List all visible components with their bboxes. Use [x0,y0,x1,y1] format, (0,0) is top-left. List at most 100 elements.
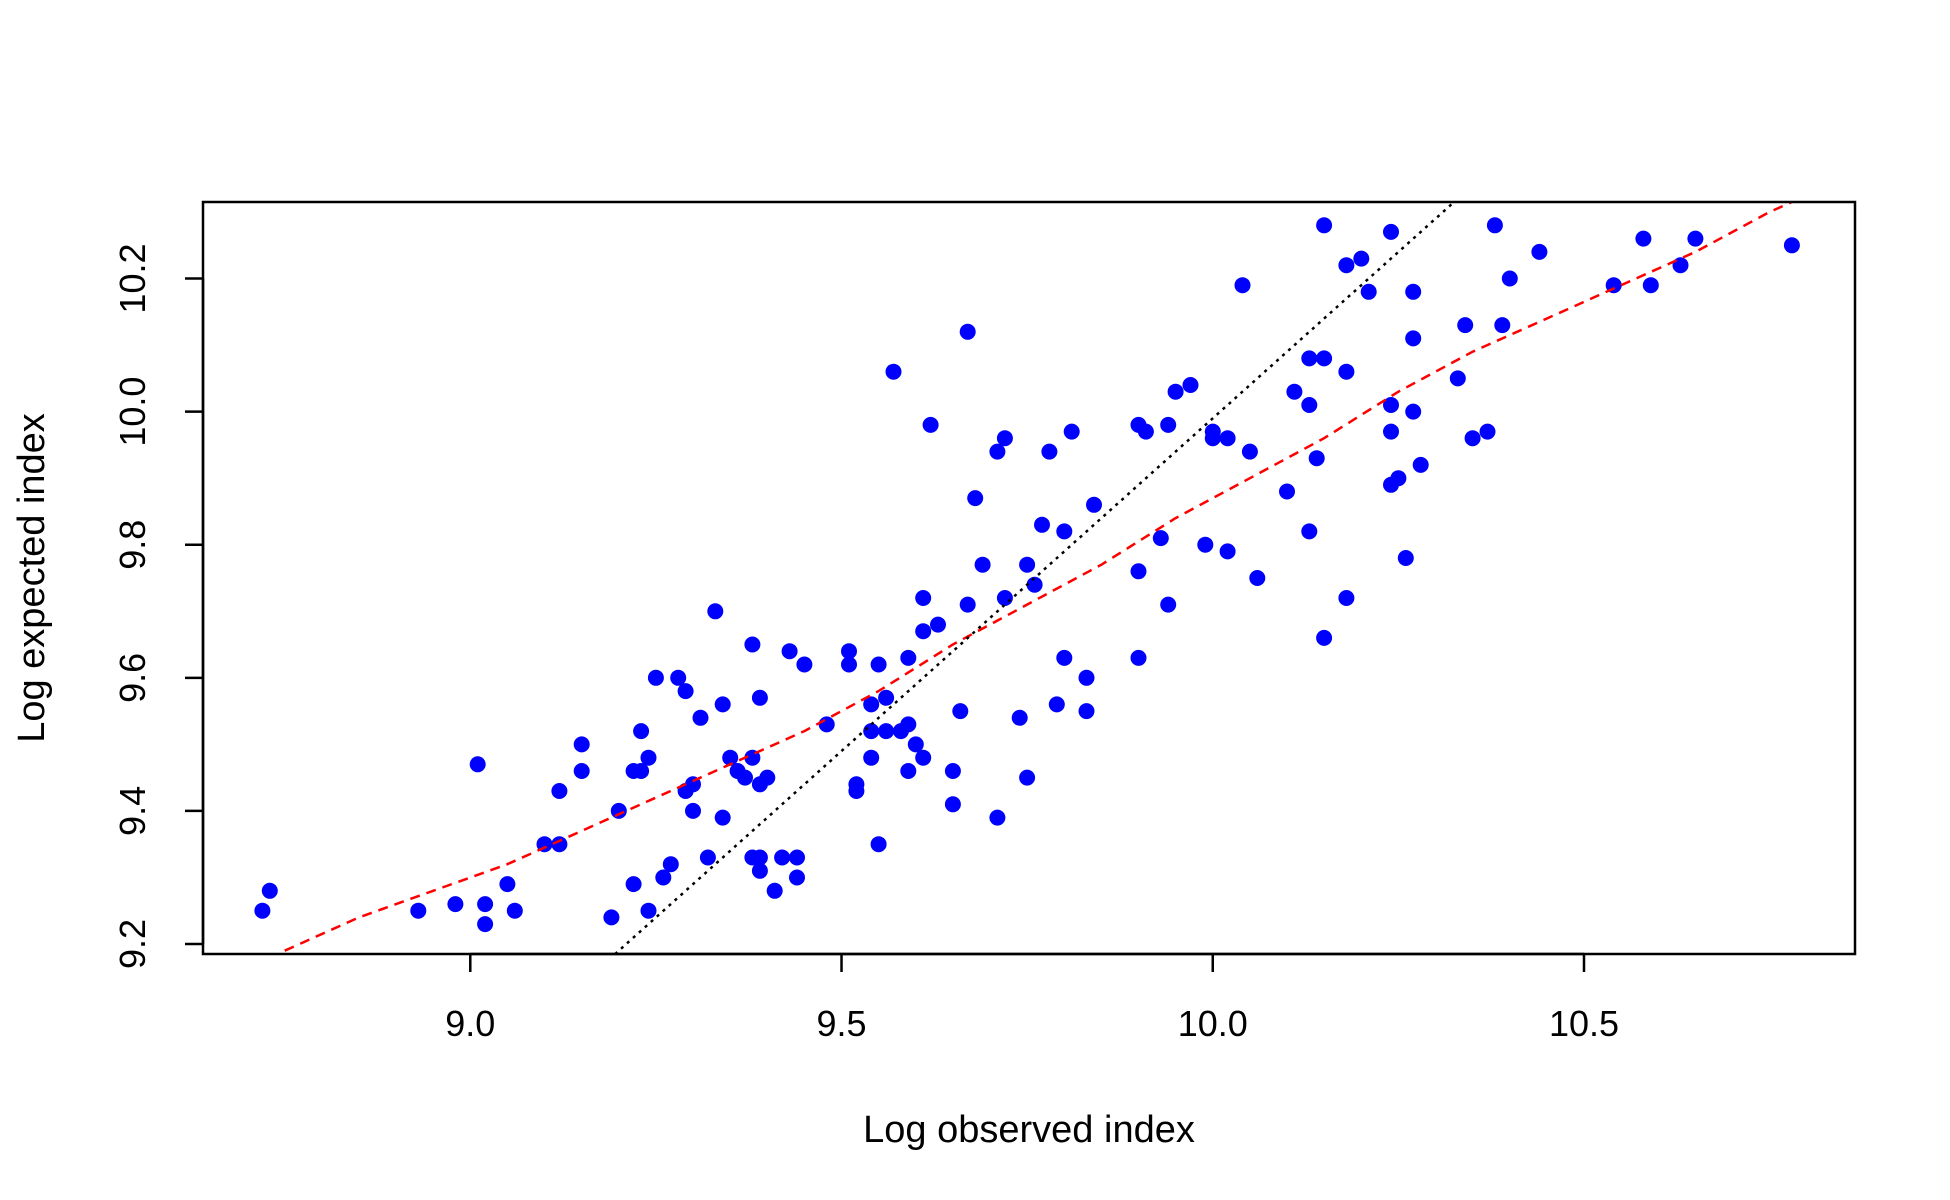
data-point [603,909,620,926]
data-point [974,556,991,573]
data-point [469,756,486,773]
data-point [1219,430,1236,447]
data-point [1316,350,1333,367]
data-point [1056,523,1073,540]
data-point [1457,317,1474,334]
data-point [1078,703,1095,720]
data-point [737,769,753,786]
data-point [640,749,657,766]
data-point [647,669,664,686]
data-point [885,363,902,380]
data-point [944,763,961,779]
data-point [848,776,865,793]
data-point [670,669,687,686]
data-point [922,416,939,433]
data-point [1241,443,1258,460]
data-point [1383,223,1399,240]
data-point [781,643,798,660]
fit-lines [284,202,1793,954]
data-point [1301,397,1318,413]
data-point [751,862,768,879]
data-point [1011,709,1028,726]
data-point [841,643,857,660]
x-tick-label: 9.5 [817,1003,867,1044]
data-point [930,616,946,633]
data-point [1048,696,1065,713]
data-point [789,869,805,886]
data-point [1063,423,1080,440]
data-point [1783,237,1800,254]
data-point [1642,277,1659,294]
data-point [1672,257,1689,274]
data-point [655,869,672,886]
data-point [692,709,709,726]
data-point [625,876,642,893]
data-point [707,603,724,620]
data-point [1464,430,1481,447]
data-point [751,849,768,866]
data-point [677,683,694,700]
data-point [610,802,627,819]
data-point [573,763,590,779]
data-point [878,723,895,740]
data-point [870,656,887,673]
data-point [989,443,1006,460]
data-point [774,849,791,866]
data-point [499,876,516,893]
data-point [915,623,932,640]
x-tick-label: 10.5 [1549,1003,1619,1044]
x-axis-label: Log observed index [863,1109,1195,1151]
data-point [915,749,932,766]
data-point [1531,243,1548,260]
data-point [1249,570,1266,586]
data-point [506,902,523,919]
data-point [1286,383,1303,400]
data-point [551,836,568,853]
data-point [1152,530,1169,547]
data-point [1130,563,1147,580]
y-tick-label: 9.2 [112,919,153,969]
data-point [900,649,917,666]
data-point [863,723,880,740]
data-point [1167,383,1184,400]
data-point [1078,669,1095,686]
data-point [1338,363,1355,380]
data-point [744,636,761,653]
data-point [996,590,1013,606]
data-point [722,749,739,766]
data-point [944,796,961,813]
data-point [699,849,716,866]
data-point [900,716,917,733]
data-point [1316,217,1333,234]
data-point [1130,649,1147,666]
y-axis-label: Log expected index [11,413,53,743]
data-point [1479,423,1496,440]
data-point [254,902,271,919]
data-point [907,736,924,753]
data-point [1034,516,1050,533]
data-point [1160,596,1177,613]
data-point [1219,543,1236,560]
data-point [1234,277,1251,294]
data-point [447,896,464,913]
data-point [1687,230,1704,247]
fit-line-red-dashed [284,202,1793,952]
data-point [1338,257,1355,274]
data-point [1405,403,1422,420]
data-point [1405,330,1422,347]
data-point [685,802,701,819]
data-point [1041,443,1058,460]
data-point [870,836,887,853]
data-point [477,916,494,933]
data-point [952,703,969,720]
y-tick-label: 10.0 [112,377,153,447]
data-point [789,849,805,866]
data-point [841,656,857,673]
x-tick-label: 9.0 [445,1003,495,1044]
data-point [959,596,976,613]
x-axis: 9.0 9.5 10.0 10.5 [445,952,1619,1044]
data-point [759,769,776,786]
data-point [1390,470,1407,487]
data-point [751,689,768,706]
y-tick-label: 9.8 [112,520,153,570]
